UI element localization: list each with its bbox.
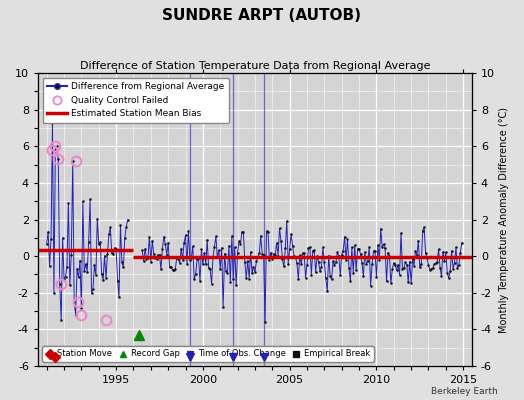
- Title: Difference of Station Temperature Data from Regional Average: Difference of Station Temperature Data f…: [80, 61, 430, 71]
- Y-axis label: Monthly Temperature Anomaly Difference (°C): Monthly Temperature Anomaly Difference (…: [499, 106, 509, 332]
- Text: Berkeley Earth: Berkeley Earth: [431, 387, 498, 396]
- Text: SUNDRE ARPT (AUTOB): SUNDRE ARPT (AUTOB): [162, 8, 362, 23]
- Legend: Station Move, Record Gap, Time of Obs. Change, Empirical Break: Station Move, Record Gap, Time of Obs. C…: [42, 346, 374, 362]
